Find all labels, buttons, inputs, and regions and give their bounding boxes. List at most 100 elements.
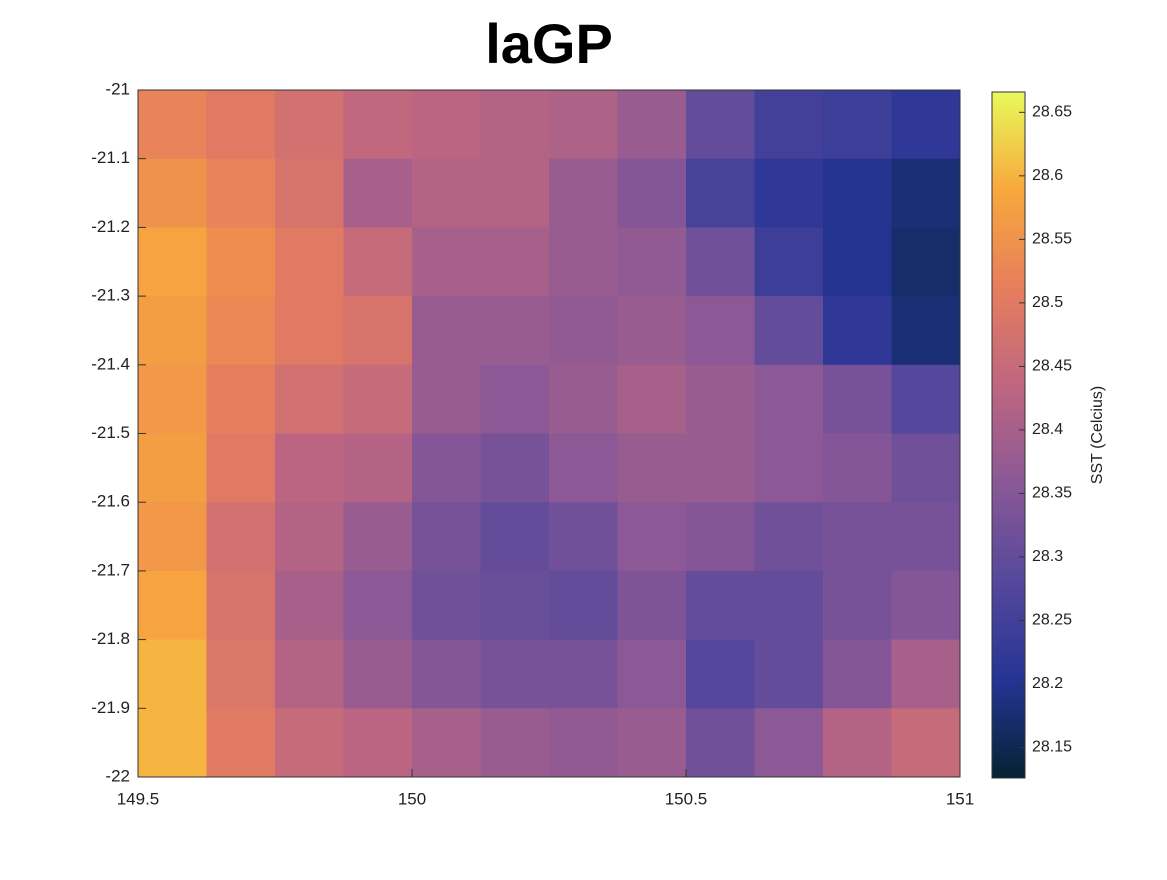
heatmap-cell — [823, 570, 892, 641]
heatmap-cell — [686, 90, 755, 160]
y-tick-label: -21 — [105, 79, 130, 98]
y-tick-label: -21.2 — [91, 217, 130, 236]
heatmap-cell — [412, 433, 481, 503]
heatmap-cell — [343, 227, 413, 297]
colorbar-tick-label: 28.5 — [1032, 294, 1063, 311]
heatmap-cell — [754, 296, 824, 366]
heatmap-cell — [891, 158, 961, 228]
heatmap-cell — [549, 296, 618, 366]
heatmap-cell — [823, 639, 892, 709]
heatmap-cell — [138, 433, 207, 503]
heatmap-cell — [891, 570, 961, 641]
heatmap-cell — [275, 364, 344, 434]
heatmap-cell — [206, 502, 276, 572]
heatmap-cell — [480, 364, 550, 434]
heatmap-cell — [686, 364, 755, 434]
heatmap-cell — [480, 158, 550, 228]
heatmap-cell — [617, 227, 687, 297]
heatmap-cell — [138, 502, 207, 572]
colorbar-tick-label: 28.55 — [1032, 231, 1072, 248]
heatmap-cell — [823, 502, 892, 572]
heatmap-cell — [754, 570, 824, 641]
heatmap-cell — [343, 639, 413, 709]
heatmap-cell — [480, 296, 550, 366]
heatmap-cell — [206, 639, 276, 709]
heatmap-cell — [549, 639, 618, 709]
heatmap-cell — [686, 639, 755, 709]
colorbar-tick-label: 28.45 — [1032, 358, 1072, 375]
heatmap-cell — [549, 708, 618, 778]
heatmap-cell — [275, 296, 344, 366]
heatmap-cell — [275, 227, 344, 297]
heatmap-cell — [138, 708, 207, 778]
heatmap-cell — [480, 433, 550, 503]
colorbar-label: SST (Celcius) — [1089, 386, 1106, 484]
heatmap-cell — [891, 296, 961, 366]
heatmap-cell — [823, 90, 892, 160]
heatmap-cell — [754, 227, 824, 297]
heatmap-cell — [206, 296, 276, 366]
heatmap-cell — [754, 158, 824, 228]
y-tick-label: -22 — [105, 766, 130, 785]
heatmap-cell — [617, 433, 687, 503]
heatmap-cell — [412, 639, 481, 709]
heatmap-cell — [343, 570, 413, 641]
heatmap-cell — [686, 570, 755, 641]
colorbar-tick-label: 28.6 — [1032, 167, 1063, 184]
heatmap-cell — [138, 639, 207, 709]
heatmap-cell — [275, 639, 344, 709]
heatmap-cell — [206, 433, 276, 503]
heatmap-cell — [549, 158, 618, 228]
heatmap-cell — [412, 570, 481, 641]
heatmap-cell — [823, 364, 892, 434]
heatmap-cell — [549, 502, 618, 572]
heatmap-cell — [206, 158, 276, 228]
y-tick-label: -21.7 — [91, 560, 130, 579]
heatmap-cell — [823, 433, 892, 503]
colorbar-tick-label: 28.65 — [1032, 104, 1072, 121]
heatmap-cell — [275, 502, 344, 572]
heatmap-cell — [480, 639, 550, 709]
heatmap-cell — [754, 90, 824, 160]
y-tick-label: -21.9 — [91, 698, 130, 717]
heatmap-cell — [275, 433, 344, 503]
heatmap-cell — [754, 433, 824, 503]
heatmap-cell — [617, 570, 687, 641]
heatmap-cell — [206, 708, 276, 778]
heatmap-cell — [617, 639, 687, 709]
colorbar-tick-label: 28.3 — [1032, 548, 1063, 565]
heatmap-cell — [275, 570, 344, 641]
heatmap-cell — [412, 227, 481, 297]
heatmap-cell — [891, 502, 961, 572]
y-tick-label: -21.3 — [91, 286, 130, 305]
y-tick-label: -21.4 — [91, 354, 130, 373]
heatmap-cell — [686, 227, 755, 297]
heatmap-cell — [617, 502, 687, 572]
x-tick-label: 150 — [398, 789, 426, 808]
y-tick-label: -21.5 — [91, 423, 130, 442]
heatmap-cell — [617, 296, 687, 366]
heatmap-cell — [343, 433, 413, 503]
heatmap-cell — [823, 227, 892, 297]
colorbar-tick-label: 28.4 — [1032, 421, 1063, 438]
y-tick-label: -21.6 — [91, 492, 130, 511]
heatmap-cell — [412, 708, 481, 778]
heatmap-cell — [549, 364, 618, 434]
heatmap-cell — [343, 158, 413, 228]
heatmap-cell — [480, 708, 550, 778]
heatmap-cell — [412, 502, 481, 572]
x-tick-label: 149.5 — [117, 789, 160, 808]
heatmap-cell — [343, 296, 413, 366]
heatmap-cell — [754, 639, 824, 709]
heatmap-cell — [138, 364, 207, 434]
heatmap-cell — [275, 90, 344, 160]
y-tick-label: -21.1 — [91, 148, 130, 167]
heatmap-cell — [686, 158, 755, 228]
heatmap-cell — [275, 708, 344, 778]
heatmap-cell — [754, 502, 824, 572]
heatmap-cell — [686, 708, 755, 778]
heatmap-cell — [891, 90, 961, 160]
heatmap-cell — [823, 708, 892, 778]
heatmap-cell — [412, 90, 481, 160]
heatmap-cell — [343, 502, 413, 572]
